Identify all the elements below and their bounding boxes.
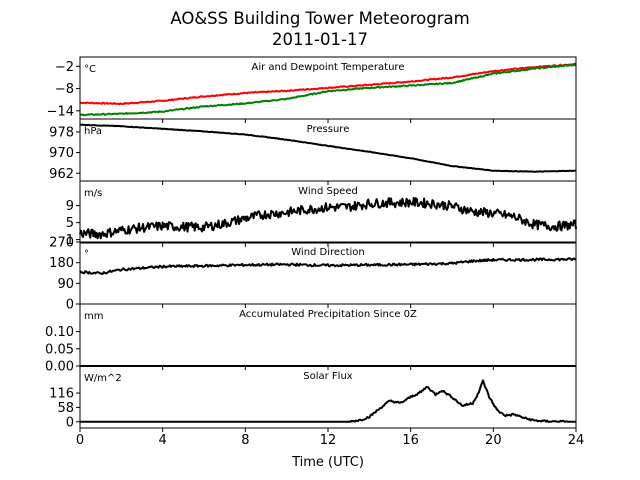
wind_dir-ytick-label: 90 bbox=[57, 277, 74, 292]
temp-unit-label: °C bbox=[84, 64, 96, 75]
x-tick-label: 12 bbox=[320, 433, 337, 448]
pressure-panel-title: Pressure bbox=[307, 124, 350, 135]
temp-series-0 bbox=[79, 62, 577, 106]
precip-ytick-label: 0.10 bbox=[45, 325, 74, 340]
x-axis-label: Time (UTC) bbox=[291, 455, 364, 470]
wind_speed-ytick-label: 9 bbox=[66, 199, 74, 214]
wind_dir-ytick-label: 180 bbox=[49, 256, 74, 271]
x-tick-label: 8 bbox=[241, 433, 249, 448]
x-tick-label: 20 bbox=[485, 433, 502, 448]
wind_dir-unit-label: ° bbox=[84, 249, 89, 260]
x-tick-label: 24 bbox=[568, 433, 585, 448]
solar-unit-label: W/m^2 bbox=[84, 373, 122, 384]
panel-wind_speed: 9 5 1 m/s Wind Speed bbox=[66, 180, 577, 248]
temp-ytick-label: −2 bbox=[55, 60, 74, 75]
wind_dir-panel-title: Wind Direction bbox=[291, 247, 365, 258]
panel-precip: 0.10 0.05 0.00 mm Accumulated Precipitation … bbox=[45, 303, 577, 375]
panels-group: −2 −8 −14 °C Air and Dewpoint Temperature 978… bbox=[45, 56, 577, 432]
solar-ytick-label: 0 bbox=[66, 415, 74, 430]
panel-wind_dir: 270 180 90 0 ° Wind Direction bbox=[49, 236, 577, 313]
temp-series-1 bbox=[79, 63, 577, 117]
wind_speed-panel-title: Wind Speed bbox=[298, 186, 358, 197]
temp-ytick-label: −8 bbox=[55, 82, 74, 97]
x-tick-label: 0 bbox=[76, 433, 84, 448]
pressure-unit-label: hPa bbox=[84, 126, 102, 137]
x-axis: 0 4 8 12 16 20 24 bbox=[76, 433, 584, 448]
pressure-ytick-label: 970 bbox=[49, 146, 74, 161]
pressure-series-0 bbox=[79, 123, 577, 173]
x-tick-label: 4 bbox=[159, 433, 167, 448]
temp-ytick-label: −14 bbox=[47, 104, 74, 119]
wind_dir-ytick-label: 270 bbox=[49, 236, 74, 251]
wind_speed-series-0 bbox=[79, 196, 577, 240]
wind_speed-ytick-label: 1 bbox=[66, 233, 74, 248]
wind_dir-series-0 bbox=[79, 257, 577, 276]
figure-subtitle: 2011-01-17 bbox=[272, 30, 368, 49]
x-tick-label: 16 bbox=[402, 433, 419, 448]
solar-series-0 bbox=[80, 379, 576, 423]
panel-pressure: 978 970 962 hPa Pressure bbox=[49, 118, 577, 185]
precip-unit-label: mm bbox=[84, 311, 103, 322]
wind_speed-unit-label: m/s bbox=[84, 188, 102, 199]
precip-ytick-label: 0.05 bbox=[45, 342, 74, 357]
solar-panel-title: Solar Flux bbox=[303, 371, 353, 382]
precip-panel-title: Accumulated Precipitation Since 0Z bbox=[239, 309, 417, 320]
solar-ytick-label: 58 bbox=[57, 401, 74, 416]
pressure-ytick-label: 978 bbox=[49, 125, 74, 140]
solar-ytick-label: 116 bbox=[49, 387, 74, 402]
temp-panel-title: Air and Dewpoint Temperature bbox=[252, 62, 405, 73]
wind_dir-ytick-label: 0 bbox=[66, 298, 74, 313]
precip-ytick-label: 0.00 bbox=[45, 360, 74, 375]
pressure-ytick-label: 962 bbox=[49, 167, 74, 182]
panel-temp: −2 −8 −14 °C Air and Dewpoint Temperature bbox=[47, 56, 577, 123]
figure-title: AO&SS Building Tower Meteorogram bbox=[170, 9, 469, 28]
wind_speed-ytick-label: 5 bbox=[66, 216, 74, 231]
